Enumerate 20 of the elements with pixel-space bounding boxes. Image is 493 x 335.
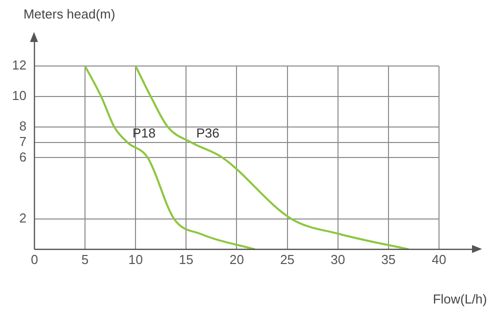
- x-tick-label: 0: [30, 252, 38, 267]
- y-tick-label: 7: [19, 134, 26, 149]
- y-tick-label: 6: [19, 149, 26, 164]
- x-axis-title: Flow(L/h): [432, 292, 487, 307]
- x-tick-label: 5: [81, 252, 89, 267]
- y-tick-label: 8: [19, 118, 26, 134]
- y-tick-label: 2: [19, 210, 26, 226]
- x-tick-label: 40: [432, 252, 446, 267]
- line-series: [84, 66, 256, 250]
- line-series: [134, 66, 410, 250]
- series-label: P36: [196, 125, 220, 140]
- x-tick-label: 25: [280, 252, 295, 267]
- x-tick-label: 30: [330, 252, 346, 267]
- x-tick-label: 20: [229, 252, 244, 267]
- x-tick-label: 15: [178, 252, 194, 267]
- y-tick-label: 12: [12, 58, 26, 73]
- x-tick-label: 10: [128, 252, 143, 267]
- y-axis-title: Meters head(m): [23, 6, 116, 22]
- y-tick-label: 10: [12, 88, 26, 104]
- x-tick-label: 35: [381, 252, 396, 267]
